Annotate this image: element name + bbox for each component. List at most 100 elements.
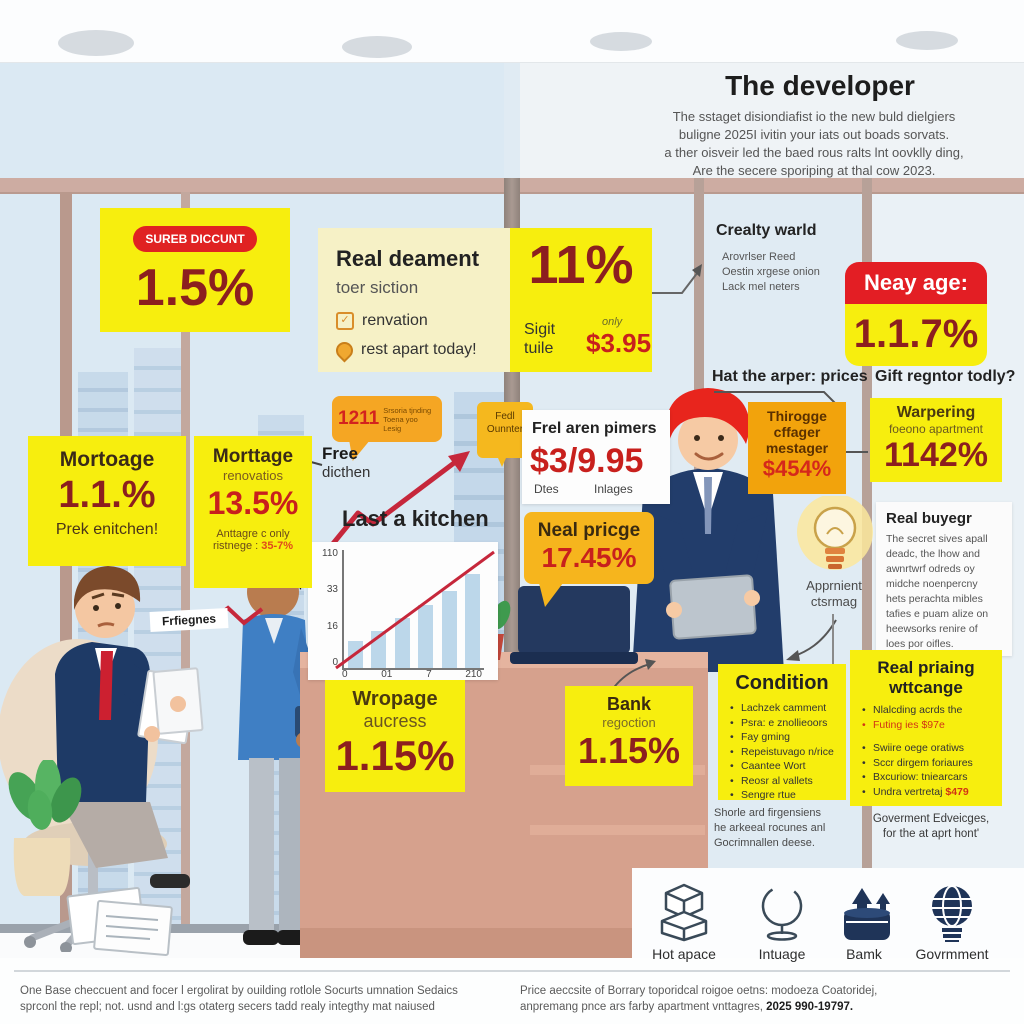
chart-plot — [342, 550, 484, 670]
header-paragraph: The sstaget disiondiafist io the new bul… — [664, 109, 964, 178]
floor-plant — [8, 760, 82, 896]
footer-icon-label: Govrmment — [915, 946, 989, 962]
hat-heading: Hat the arper: prices — [712, 368, 868, 385]
thirogge-line3: mestager — [765, 440, 829, 456]
thirogge-line1: Thirogge — [767, 408, 827, 424]
cube-stack-icon — [660, 883, 708, 942]
real-pricing-box: Real priaing wttcange Nlalcding acrds th… — [850, 650, 1002, 806]
desk-drawer-line — [530, 825, 705, 835]
footer-icon-hot-apace: Hot apace — [640, 882, 728, 962]
super-discount-pill: SUREB DICCUNT — [133, 226, 257, 252]
page-title: The developer — [725, 70, 915, 101]
mortoage-value: 1.1.% — [58, 474, 156, 516]
sign-label-1: Sigit — [524, 321, 556, 338]
crealty-note: Arovrlser Reed Oestin xrgese onion Lack me… — [722, 251, 820, 293]
checkbox-icon: ✓ — [336, 312, 354, 330]
lightbulb-icon — [797, 496, 873, 570]
chart-bar — [394, 618, 410, 668]
condition-box: Condition Lachzek cammentPsra: e znollie… — [718, 664, 846, 802]
chart-bar — [371, 631, 387, 668]
footer-icon-intuage: Intuage — [738, 882, 826, 962]
only-label: only — [602, 316, 623, 328]
real-deament-item2: rest apart today! — [361, 341, 477, 358]
fedl-line1: Fedl — [495, 411, 515, 422]
wropage-line2: aucress — [363, 711, 427, 731]
ceiling — [0, 0, 1024, 63]
ceiling-light — [342, 36, 412, 58]
real-buyer-panel: Real buyegr The secret sives apall deadc,… — [876, 502, 1012, 656]
apprient-note: Apprnient ctsrmag — [790, 578, 878, 610]
real-pricing-last-text: Undra vertretaj — [873, 785, 943, 798]
morttage-subtitle: renovatios — [223, 468, 283, 483]
bank-line2: regoction — [602, 715, 656, 730]
neal-pricge-value: 17.45% — [541, 542, 637, 573]
morttage-note1: Anttagre c only — [216, 528, 290, 540]
free-kitchen-line1: Free — [322, 444, 358, 463]
bank-value: 1.15% — [577, 730, 681, 771]
free-kitchen-note: Free dicthen — [322, 444, 370, 481]
neay-age-value: 1.1.7% — [845, 304, 987, 366]
government-footer: Goverment Edveicges, for the at aprt hont… — [872, 813, 990, 840]
laptop — [510, 586, 638, 664]
bank-line1: Bank — [606, 694, 651, 714]
chart-title: Last a kitchen — [342, 506, 489, 531]
ceiling-light — [590, 32, 652, 51]
footer-icon-label: Bamk — [846, 946, 882, 962]
chart-bars — [348, 550, 480, 668]
bottom-caption-phone: 2025 990-19797. — [766, 1001, 854, 1013]
chart-bar — [348, 640, 363, 668]
chart-bar — [418, 605, 434, 668]
chart-bar — [464, 573, 480, 668]
price-395: $3.95 — [586, 328, 652, 358]
neay-age-badge: Neay age: 1.1.7% — [845, 262, 987, 366]
gift-heading: Gift regntor todly? — [875, 368, 1016, 385]
thirogge-box: Thirogge cffager mestager $454% — [748, 402, 846, 494]
frfiegnes-label: Frfiegnes — [149, 607, 229, 633]
real-buyer-title: Real buyegr — [886, 510, 972, 527]
bottom-caption-right-line2: anpremang pnce ars farby apartment vntta… — [520, 1001, 767, 1013]
super-discount-value: 1.5% — [135, 259, 255, 317]
neal-pricge-title: Neal pricge — [537, 520, 641, 541]
neal-pricge-tag: Neal pricge 17.45% — [524, 512, 654, 584]
frel-sub2: Inlages — [594, 482, 633, 496]
real-deament-subtitle: toer siction — [336, 278, 419, 297]
footer-icon-bank: Bamk — [820, 882, 908, 962]
bar-chart-panel: 110 33 16 0 0 01 7 210 — [308, 542, 498, 680]
frel-price: $3/9.95 — [530, 442, 644, 480]
footer-bottom-area — [0, 958, 1024, 1024]
real-pricing-title1: Real priaing — [877, 658, 975, 677]
bubble-1211: 1211 Srsoria tjnding Toena yoo Lesig — [332, 396, 442, 442]
fedl-tag-tail — [494, 449, 510, 467]
bank-deposit-icon — [844, 888, 890, 940]
real-buyer-text: The secret sives apall deadc, the lhow an… — [886, 533, 989, 650]
ceiling-light — [896, 31, 958, 50]
warpering-value: 1142% — [884, 436, 988, 474]
eleven-percent-value: 11% — [528, 235, 634, 295]
thirogge-line2: cffager — [773, 424, 821, 440]
warpering-line2: foeono apartment — [888, 422, 984, 436]
government-bulb-icon — [932, 885, 972, 942]
condition-footer: Shorle ard firgensiens he arkeeal rocunes… — [714, 807, 826, 849]
bottom-caption-right-line1: Price aeccsite of Borrary toporidcal roi… — [520, 985, 878, 997]
real-pricing-last-value: $479 — [945, 785, 969, 798]
morttage-note2: ristnege : — [212, 540, 259, 552]
frel-sub1: Dtes — [534, 482, 559, 496]
fedl-line2: Ounnter — [486, 424, 524, 435]
wropage-value: 1.15% — [335, 732, 455, 779]
globe-stand-icon — [761, 885, 803, 941]
wropage-line1: Wropage — [352, 688, 438, 710]
bottom-caption-left: One Base checcuent and focer l ergolirat… — [20, 985, 458, 1013]
real-deament-box: Real deament toer siction ✓ renvation re… — [318, 228, 510, 372]
wropage-box: Wropage aucress 1.15% — [325, 680, 465, 792]
footer-icon-label: Hot apace — [652, 946, 716, 962]
real-deament-item1: renvation — [362, 312, 428, 329]
bubble-1211-value: 1211 — [338, 408, 380, 429]
bottom-caption-right: Price aeccsite of Borrary toporidcal roi… — [520, 983, 1014, 1015]
footer-divider — [14, 970, 1010, 972]
free-kitchen-line2: dicthen — [322, 464, 371, 481]
apprient-line1: Apprnient — [806, 578, 862, 593]
header-light-panel — [520, 62, 1024, 180]
morttage-title: Morttage — [212, 446, 294, 467]
mortoage-note: Prek enitchen! — [55, 521, 159, 538]
